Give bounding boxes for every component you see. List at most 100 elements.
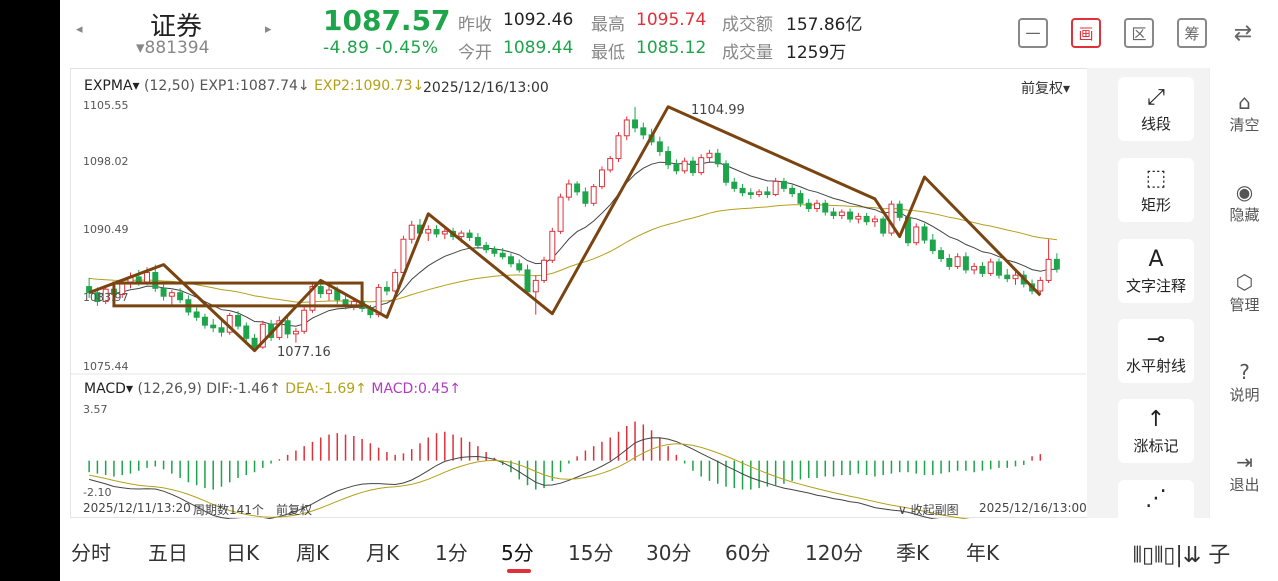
tab-120min[interactable]: 120分 xyxy=(805,541,864,565)
line-segment-tool[interactable]: ⤢ 线段 xyxy=(1118,77,1194,141)
help-button[interactable]: ? 说明 xyxy=(1210,360,1278,405)
rise-mark-tool[interactable]: ↑ 涨标记 xyxy=(1118,399,1194,463)
candle-body xyxy=(747,192,754,196)
chart-area[interactable]: EXPMA▾ (12,50) EXP1:1087.74↓ EXP2:1090.7… xyxy=(70,68,1135,519)
next-stock-icon[interactable]: ▸ xyxy=(265,22,272,37)
side-label: 清空 xyxy=(1229,116,1260,134)
dif-value: DIF:-1.46↑ xyxy=(206,381,281,397)
candle-body xyxy=(772,180,779,196)
sub-indicator-params[interactable]: (12,26,9) xyxy=(137,381,202,397)
candle-body xyxy=(847,211,854,220)
sub-indicator-select[interactable]: MACD▾ xyxy=(84,381,133,397)
candle-body xyxy=(830,211,837,217)
tab-5min[interactable]: 5分 xyxy=(501,541,534,565)
manage-button[interactable]: ⬡ 管理 xyxy=(1210,270,1278,315)
candle-body xyxy=(739,187,746,194)
candle-body xyxy=(541,259,548,281)
more-periods-button[interactable]: ⫴▯⫴▯|⇊ 子 xyxy=(1085,533,1278,573)
candle-body xyxy=(921,226,928,241)
price-axis-label: 1105.55 xyxy=(83,99,129,112)
candle-body xyxy=(342,299,349,306)
minus-button[interactable]: 一 xyxy=(1018,18,1048,48)
candle-body xyxy=(243,325,250,339)
rectangle-icon: ⬚ xyxy=(1145,165,1167,191)
candle-body xyxy=(698,157,705,174)
range-button[interactable]: 区 xyxy=(1124,18,1154,48)
draw-button[interactable]: 画 xyxy=(1071,18,1101,48)
tab-weekly-k[interactable]: 周K xyxy=(296,541,330,565)
quote-value-open: 1089.44 xyxy=(503,38,574,58)
candle-body xyxy=(565,183,572,198)
exit-button[interactable]: ⇥ 退出 xyxy=(1210,450,1278,495)
tab-yearly-k[interactable]: 年K xyxy=(966,541,1000,565)
chips-button[interactable]: 筹 xyxy=(1177,18,1207,48)
text-annotation-tool[interactable]: A 文字注释 xyxy=(1118,239,1194,303)
candle-body xyxy=(94,292,101,302)
hide-button[interactable]: ◉ 隐藏 xyxy=(1210,180,1278,225)
candle-body xyxy=(623,119,630,137)
candle-body xyxy=(665,151,672,166)
candle-body xyxy=(814,202,820,210)
wave-tool[interactable]: ⋰ xyxy=(1118,480,1194,518)
stock-code[interactable]: ▾881394 xyxy=(136,38,210,58)
main-indicator-params[interactable]: (12,50) xyxy=(144,78,196,94)
high-price-mark: 1104.99 xyxy=(691,103,745,118)
candle-body xyxy=(582,191,589,204)
prev-stock-icon[interactable]: ◂ xyxy=(76,22,83,37)
adjust-select[interactable]: 前复权▾ xyxy=(1021,81,1071,97)
candle-body xyxy=(673,164,680,172)
candle-body xyxy=(326,289,332,295)
candle-body xyxy=(524,269,531,293)
price-axis-label: 1083.97 xyxy=(83,291,129,304)
tab-five-day[interactable]: 五日 xyxy=(148,541,188,565)
quote-label-prev-close: 昨收 xyxy=(458,15,492,35)
switch-screen-icon[interactable]: ⇄ xyxy=(1233,20,1253,46)
candle-body xyxy=(557,196,564,232)
kline-chart[interactable] xyxy=(71,69,1086,519)
eye-icon: ◉ xyxy=(1235,180,1254,204)
macd-axis-label: -2.10 xyxy=(83,486,112,499)
tool-label: 文字注释 xyxy=(1125,276,1186,295)
quote-value-turnover: 157.86亿 xyxy=(786,15,863,35)
active-tab-indicator xyxy=(507,569,531,573)
candle-body xyxy=(938,250,945,260)
candle-body xyxy=(971,265,978,271)
candle-body xyxy=(317,286,324,295)
candle-body xyxy=(425,229,432,234)
current-price: 1087.57 xyxy=(323,4,451,37)
tab-30min[interactable]: 30分 xyxy=(646,541,692,565)
candle-body xyxy=(731,181,738,189)
price-axis-label: 1098.02 xyxy=(83,155,129,168)
tab-1min[interactable]: 1分 xyxy=(435,541,468,565)
collapse-subchart-button[interactable]: ∨ 收起副图 xyxy=(898,503,959,517)
horizontal-ray-tool[interactable]: ⊸ 水平射线 xyxy=(1118,319,1194,383)
trash-icon: ⌂ xyxy=(1238,90,1251,114)
horizontal-ray-icon: ⊸ xyxy=(1146,326,1166,352)
candle-body xyxy=(458,232,465,238)
candle-body xyxy=(1004,274,1011,280)
tab-daily-k[interactable]: 日K xyxy=(226,541,260,565)
main-indicator-select[interactable]: EXPMA▾ xyxy=(84,78,140,94)
candle-body xyxy=(880,218,887,234)
tab-intraday[interactable]: 分时 xyxy=(71,541,111,565)
tab-60min[interactable]: 60分 xyxy=(725,541,771,565)
up-arrow-icon: ↑ xyxy=(1146,406,1166,432)
exp2-value: EXP2:1090.73↓ xyxy=(314,78,425,94)
tab-monthly-k[interactable]: 月K xyxy=(366,541,400,565)
candle-body xyxy=(1037,279,1044,292)
tab-quarterly-k[interactable]: 季K xyxy=(896,541,930,565)
candle-body xyxy=(144,272,151,283)
candle-body xyxy=(516,263,523,271)
tab-15min[interactable]: 15分 xyxy=(568,541,614,565)
macd-value: MACD:0.45↑ xyxy=(371,381,461,397)
tool-label: 矩形 xyxy=(1140,195,1171,214)
rectangle-tool[interactable]: ⬚ 矩形 xyxy=(1118,158,1194,222)
stock-name: 证券 xyxy=(150,12,203,42)
tool-label: 线段 xyxy=(1140,114,1171,133)
candle-body xyxy=(987,261,994,274)
side-label: 隐藏 xyxy=(1229,206,1260,224)
candle-body xyxy=(483,244,490,251)
candle-body xyxy=(640,127,647,136)
settings-icon: ⬡ xyxy=(1235,270,1254,294)
clear-button[interactable]: ⌂ 清空 xyxy=(1210,90,1278,135)
